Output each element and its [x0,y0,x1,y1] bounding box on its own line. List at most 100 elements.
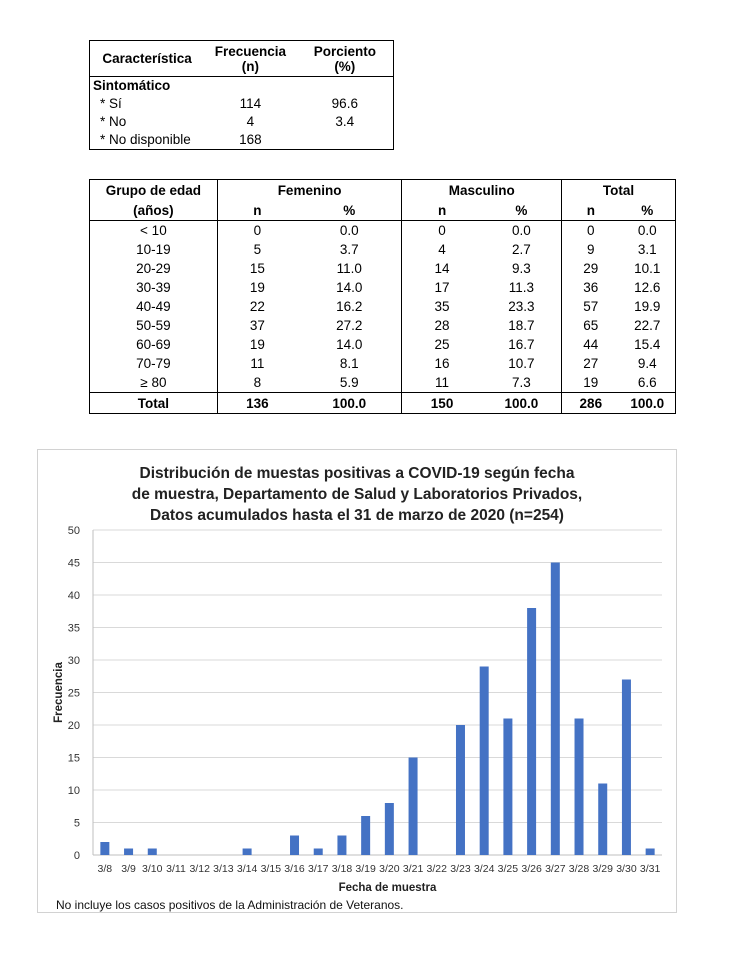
total-row: Total 136 100.0 150 100.0 286 100.0 [89,392,676,414]
header-frecuencia-line2: (n) [241,58,260,74]
x-tick-label: 3/16 [284,863,305,875]
cell-f-pct: 14.0 [297,335,403,354]
cell-t-pct: 10.1 [634,261,661,276]
cell-m-n: 35 [434,299,450,314]
y-tick-label: 35 [68,623,80,635]
x-tick-label: 3/22 [427,863,448,875]
cell-f-pct: 16.2 [297,297,403,316]
cell-m-pct: 7.3 [481,373,563,393]
table-row: ≥ 80 8 5.9 11 7.3 19 6.6 [89,373,676,393]
header-male-n: n [401,200,482,221]
cell-t-pct: 6.6 [637,375,657,390]
chart-title-line: de muestra, Departamento de Salud y Labo… [131,486,583,503]
y-tick-label: 0 [74,850,80,862]
bar [100,842,110,855]
bar [290,835,300,855]
header-total-pct: % [619,200,676,221]
row-percent: 96.6 [331,96,358,111]
cell-f-n: 15 [249,261,265,276]
chart-container: 0 5 10 15 20 25 30 35 40 45 50 3/8 3/9 3/10 3/11 3/12 3/… [37,449,677,913]
x-tick-label: 3/12 [189,863,210,875]
x-tick-label: 3/19 [355,863,376,875]
cell-t-pct: 15.4 [634,337,661,352]
cell-t-n: 44 [583,337,599,352]
cell-f-n: 8 [253,375,262,390]
cell-t-n: 57 [583,299,599,314]
cell-m-pct: 23.3 [481,297,563,316]
row-label: * No [100,114,127,129]
y-tick-label: 5 [74,818,80,830]
bar [147,848,157,855]
cell-t-pct: 0.0 [637,223,657,238]
x-tick-label: 3/28 [569,863,590,875]
y-tick-label: 50 [68,525,80,537]
cell-group: 20-29 [89,259,218,278]
x-axis-title: Fecha de muestra [339,882,437,894]
bar [384,803,394,855]
total-total-n: 286 [561,392,620,414]
row-percent: 3.4 [335,114,355,129]
total-label: Total [89,392,218,414]
cell-f-n: 0 [253,223,262,238]
y-axis-title: Frecuencia [53,662,65,723]
table-row: < 10 0 0.0 0 0.0 0 0.0 [89,220,676,240]
header-frecuencia-line1: Frecuencia [214,43,287,59]
bar [527,608,537,855]
cell-m-n: 4 [438,242,446,257]
cell-m-n: 0 [438,223,446,238]
row-frequency: 114 [239,96,262,111]
x-tick-label: 3/23 [450,863,471,875]
cell-t-n: 19 [583,375,599,390]
x-tick-label: 3/11 [166,863,186,875]
bar [408,757,418,855]
footnote: No incluye los casos positivos de la Adm… [56,898,404,912]
x-tick-label: 3/14 [237,863,258,875]
row-frequency: 4 [246,114,255,129]
x-tick-label: 3/26 [521,863,542,875]
table-row: 30-39 19 14.0 17 11.3 36 12.6 [89,278,676,297]
cell-m-pct: 0.0 [481,220,563,240]
cell-group: 40-49 [89,297,218,316]
bar [337,835,347,855]
header-porciento: Porciento (%) [297,41,394,77]
cell-f-pct: 27.2 [297,316,403,335]
bar [242,848,252,855]
header-frecuencia: Frecuencia (n) [204,41,296,77]
total-total-pct: 100.0 [619,392,676,414]
cell-t-pct: 12.6 [634,280,661,295]
x-tick-label: 3/25 [498,863,519,875]
cell-group: 70-79 [89,354,218,373]
header-porciento-line2: (%) [334,58,356,74]
table-row: * No 4 3.4 [90,113,394,131]
cell-group: < 10 [89,220,218,240]
x-tick-label: 3/15 [261,863,282,875]
bar [621,679,631,855]
x-tick-label: 3/8 [98,863,113,875]
cell-m-pct: 16.7 [481,335,563,354]
cell-m-n: 17 [434,280,450,295]
symptoms-table: Característica Frecuencia (n) Porciento … [89,40,394,150]
x-tick-label: 3/27 [545,863,566,875]
table-row: * Sí 114 96.6 [90,95,394,113]
header-porciento-line1: Porciento [313,43,376,59]
total-male-n: 150 [401,392,482,414]
row-label: * No disponible [100,132,191,147]
cell-m-pct: 10.7 [481,354,563,373]
cell-m-pct: 9.3 [481,259,563,278]
x-tick-label: 3/30 [616,863,637,875]
header-female-pct: % [297,200,403,221]
cell-f-n: 22 [249,299,265,314]
x-tick-label: 3/18 [332,863,353,875]
header-age-group: Grupo de edad [89,179,218,200]
y-tick-label: 25 [68,688,80,700]
cell-f-pct: 5.9 [297,373,403,393]
x-tick-label: 3/10 [142,863,163,875]
x-tick-label: 3/9 [121,863,136,875]
x-tick-label: 3/31 [640,863,661,875]
cell-m-n: 28 [434,318,450,333]
cell-f-pct: 11.0 [297,259,403,278]
age-group-table: Grupo de edad Femenino Masculino Total (… [89,179,676,414]
bar [479,666,489,855]
cell-m-n: 11 [435,375,450,390]
